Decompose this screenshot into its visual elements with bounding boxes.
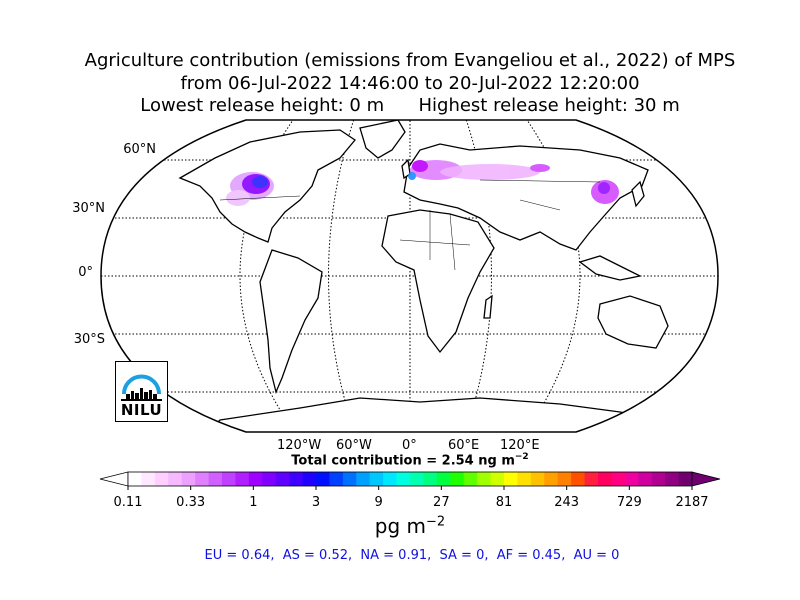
lon-label-60e: 60°E: [448, 438, 480, 453]
colorbar-segment: [665, 472, 680, 486]
colorbar-tick-label: 243: [554, 495, 580, 510]
map-title-line-1: Agriculture contribution (emissions from…: [84, 50, 736, 71]
colorbar-segment: [544, 472, 559, 486]
colorbar-segment: [235, 472, 250, 486]
colorbar-segment: [128, 472, 142, 486]
nilu-logo: NILU: [115, 361, 168, 422]
australia: [597, 295, 669, 349]
map-title-line-2: from 06-Jul-2022 14:46:00 to 20-Jul-2022…: [180, 73, 640, 94]
africa: [381, 209, 495, 354]
colorbar-segment: [651, 472, 666, 486]
colorbar-tick-label: 2187: [675, 495, 709, 510]
colorbar-segment: [436, 472, 451, 486]
colorbar-tick-label: 9: [374, 495, 383, 510]
colorbar-segment: [316, 472, 330, 486]
colorbar-segment: [342, 472, 357, 486]
colorbar-segment: [369, 472, 384, 486]
colorbar-min-arrow: [99, 471, 129, 487]
colorbar-segment: [222, 472, 236, 486]
colorbar-segment: [195, 472, 210, 486]
colorbar-segment: [383, 472, 398, 486]
lat-label-30n: 30°N: [72, 201, 105, 216]
nilu-logo-text: NILU: [120, 401, 163, 419]
lat-label-60n: 60°N: [123, 142, 156, 157]
greenland: [359, 120, 406, 159]
total-contribution: Total contribution = 2.54 ng m−2: [291, 452, 529, 469]
colorbar-segment: [181, 472, 196, 486]
colorbar-tick-label: 1: [249, 495, 258, 510]
colorbar-segment: [302, 472, 317, 486]
colorbar-segment: [490, 472, 505, 486]
colorbar-segment: [275, 472, 290, 486]
hotspot-asia: [440, 164, 619, 204]
colorbar-max-arrow: [691, 471, 721, 487]
japan: [631, 180, 645, 208]
colorbar: [99, 471, 721, 490]
colorbar-unit: pg m−2: [374, 514, 446, 538]
madagascar: [483, 294, 493, 319]
colorbar-tick-label: 0.11: [113, 495, 143, 510]
lon-label-120e: 120°E: [500, 438, 540, 453]
lat-label-0: 0°: [78, 265, 93, 280]
colorbar-segment: [329, 472, 344, 486]
colorbar-segment: [598, 472, 612, 486]
colorbar-tick-label: 729: [616, 495, 642, 510]
colorbar-frame: [127, 471, 693, 487]
colorbar-segment: [504, 472, 518, 486]
lon-label-60w: 60°W: [336, 438, 372, 453]
colorbar-segment: [557, 472, 572, 486]
lat-label-30s: 30°S: [73, 332, 105, 347]
colorbar-segment: [168, 472, 183, 486]
colorbar-segment: [517, 472, 532, 486]
lon-label-120w: 120°W: [277, 438, 322, 453]
colorbar-segment: [571, 472, 586, 486]
colorbar-segment: [289, 472, 304, 486]
highest-release-height: Highest release height: 30 m: [418, 95, 680, 116]
graticule: [101, 120, 718, 432]
colorbar-segment: [450, 472, 465, 486]
colorbar-segment: [423, 472, 438, 486]
colorbar-segment: [208, 472, 223, 486]
colorbar-segment: [477, 472, 492, 486]
southeast-asia: [578, 255, 642, 281]
colorbar-segment: [638, 472, 653, 486]
regional-contributions: EU = 0.64, AS = 0.52, NA = 0.91, SA = 0,…: [204, 548, 620, 563]
colorbar-segment: [463, 472, 478, 486]
colorbar-tick-label: 81: [495, 495, 513, 510]
colorbar-segment: [141, 472, 156, 486]
colorbar-segment: [396, 472, 411, 486]
colorbar-segment: [262, 472, 277, 486]
colorbar-segment: [410, 472, 424, 486]
antarctica: [198, 397, 702, 432]
colorbar-segment: [611, 472, 626, 486]
lowest-release-height: Lowest release height: 0 m: [140, 95, 385, 116]
colorbar-segment: [248, 472, 263, 486]
colorbar-segment: [530, 472, 545, 486]
map-title-line-3: Lowest release height: 0 m Highest relea…: [0, 95, 800, 117]
south-america: [259, 249, 323, 395]
colorbar-segment: [678, 472, 693, 486]
colorbar-segment: [584, 472, 599, 486]
colorbar-tick-label: 3: [311, 495, 321, 510]
colorbar-tick-label: 27: [433, 495, 450, 510]
lon-label-0: 0°: [402, 438, 417, 453]
colorbar-tick-label: 0.33: [176, 495, 206, 510]
colorbar-segment: [624, 472, 639, 486]
colorbar-segment: [154, 472, 169, 486]
colorbar-segment: [356, 472, 371, 486]
hotspot-north-america: [226, 172, 274, 206]
